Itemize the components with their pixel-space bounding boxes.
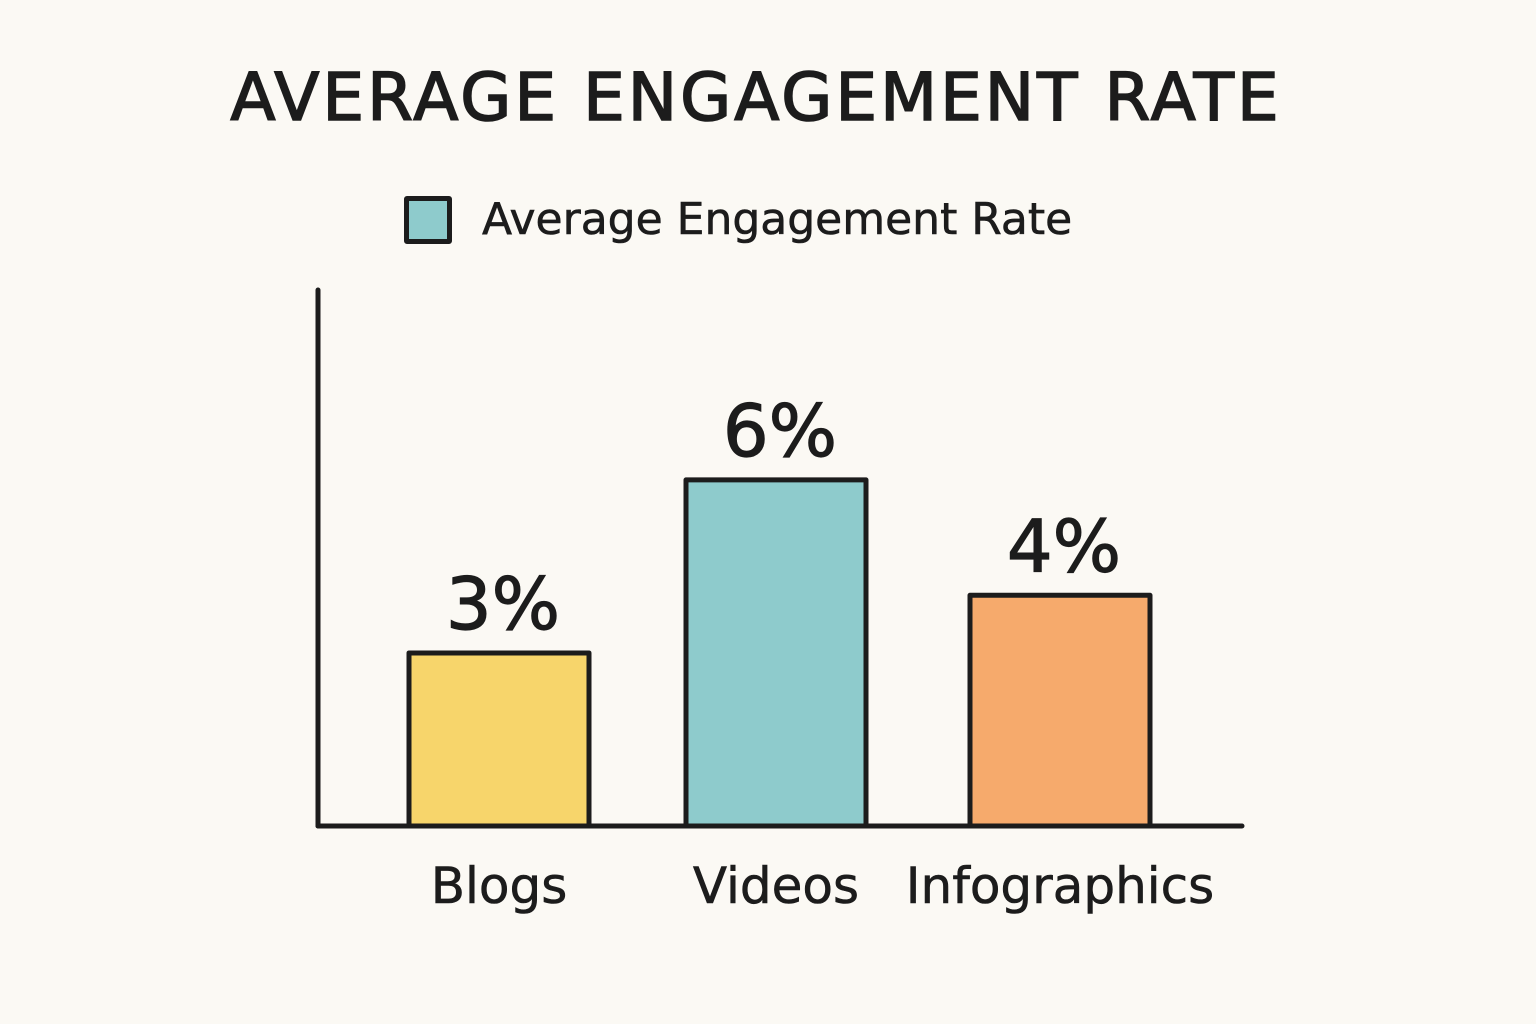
legend-swatch (404, 196, 452, 244)
chart-title: AVERAGE ENGAGEMENT RATE (230, 58, 1282, 137)
legend-label: Average Engagement Rate (482, 194, 1073, 246)
category-labels-group: Blogs Videos Infographics (430, 857, 1214, 916)
category-label-blogs: Blogs (431, 857, 568, 915)
legend: Average Engagement Rate (404, 192, 1073, 248)
bar-videos (683, 477, 869, 829)
value-labels-group: 3% 6% 4% (445, 388, 1121, 646)
value-label-blogs: 3% (446, 562, 560, 646)
bar-blogs (406, 650, 592, 829)
category-label-videos: Videos (693, 857, 859, 915)
category-label-infographics: Infographics (906, 857, 1214, 915)
bar-infographics (967, 592, 1153, 829)
value-label-infographics: 4% (1007, 504, 1121, 588)
value-label-videos: 6% (723, 389, 837, 473)
bars-group (406, 477, 1153, 829)
